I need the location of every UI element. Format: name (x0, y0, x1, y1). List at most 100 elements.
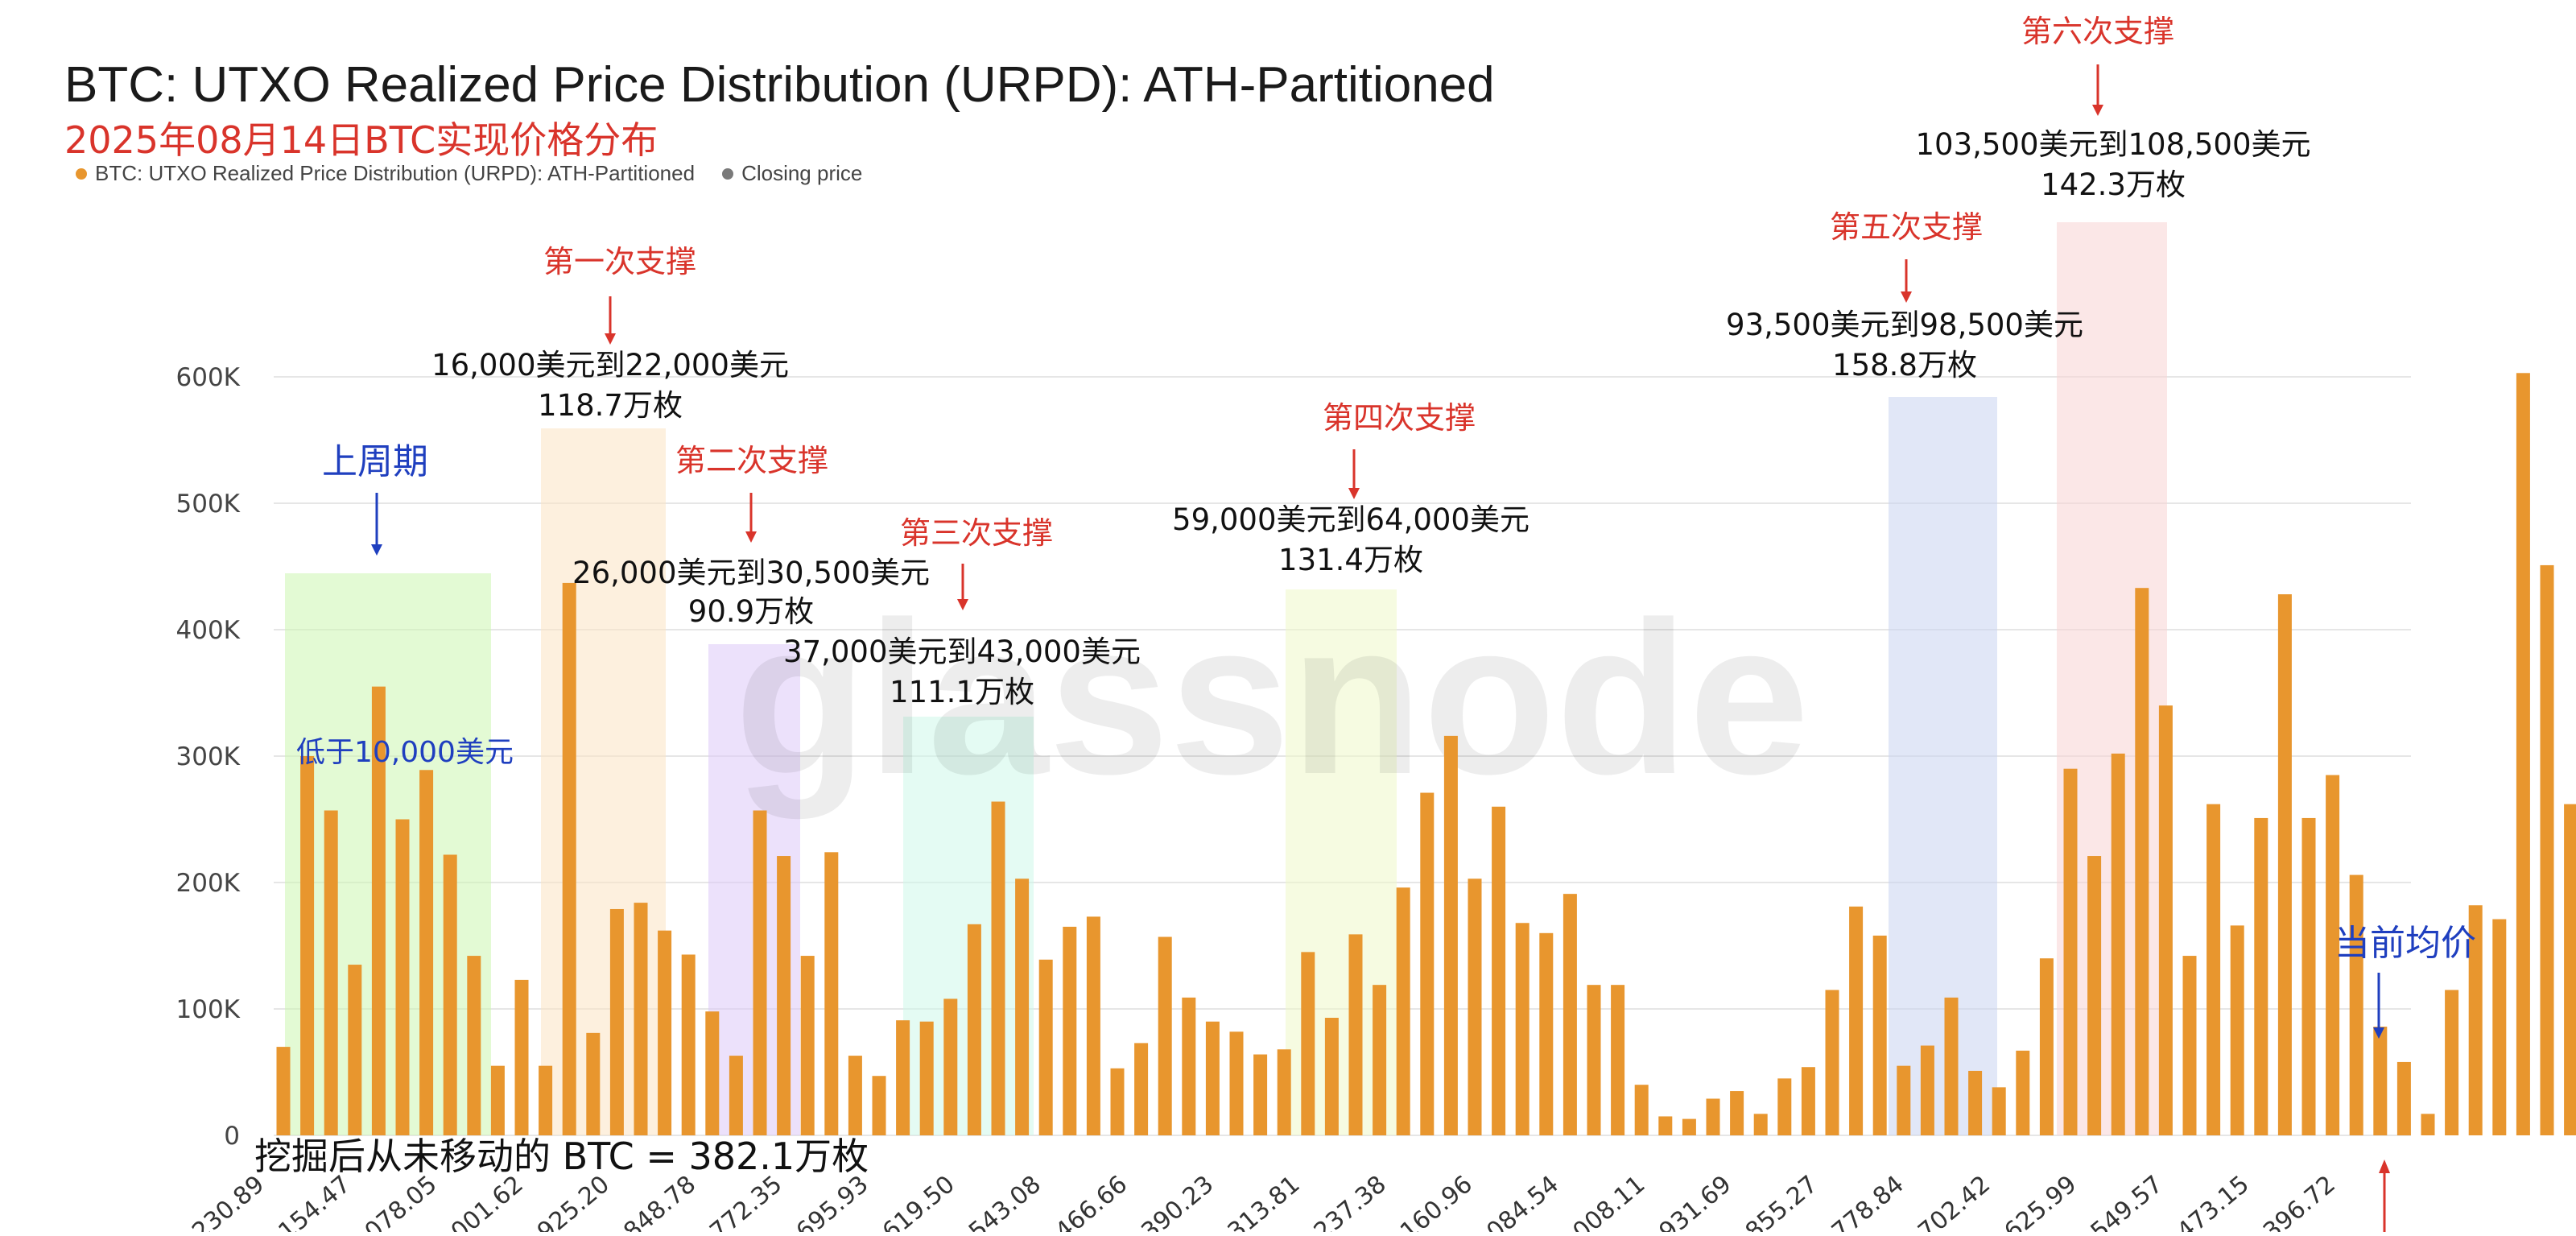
support-range-1: 16,000美元到22,000美元 (431, 348, 789, 382)
bar (348, 965, 361, 1135)
current-price-label: 当前均价 (2334, 923, 2476, 964)
bar (2445, 990, 2458, 1135)
bar (1992, 1087, 2006, 1135)
y-tick-label: 500K (176, 490, 241, 519)
bar (1253, 1055, 1267, 1135)
bar (943, 998, 957, 1135)
bar (1015, 878, 1029, 1135)
chart-title: BTC: UTXO Realized Price Distribution (U… (64, 56, 1495, 114)
x-tick-label: 4,473.15 (2154, 1170, 2255, 1232)
bar (1826, 990, 1839, 1135)
bar (992, 802, 1005, 1135)
bar (1397, 887, 1410, 1135)
bar (1707, 1098, 1720, 1135)
bar (444, 854, 457, 1135)
legend-swatch-closing-price (722, 168, 733, 180)
bar (896, 1020, 910, 1135)
bar (2350, 875, 2363, 1135)
x-tick-label: 5,543.08 (946, 1170, 1046, 1232)
support-amount-5: 158.8万枚 (1832, 348, 1977, 382)
bar (2492, 920, 2506, 1135)
bar (539, 1066, 552, 1135)
legend-label-closing-price: Closing price (741, 161, 862, 186)
bar (1039, 960, 1053, 1135)
bar (1325, 1018, 1339, 1135)
prev-cycle-arrow-head (371, 544, 382, 556)
support-amount-2: 90.9万枚 (688, 594, 814, 629)
legend-item-urpd[interactable]: BTC: UTXO Realized Price Distribution (U… (76, 161, 695, 186)
bar (1587, 985, 1601, 1135)
bar (873, 1076, 886, 1135)
bar (1087, 916, 1100, 1135)
bar (2135, 588, 2149, 1135)
bar (1897, 1066, 1910, 1135)
bar (634, 903, 648, 1135)
bar (1063, 927, 1076, 1135)
bar (1635, 1085, 1649, 1135)
support-arrow-4-head (1348, 488, 1360, 499)
bar (2421, 1114, 2435, 1135)
bar (1134, 1043, 1148, 1135)
bar (396, 820, 410, 1136)
y-tick-label: 400K (176, 616, 241, 645)
bar (610, 909, 624, 1135)
bar (1420, 793, 1434, 1135)
x-tick-label: 0,466.66 (1032, 1170, 1133, 1232)
bar (1111, 1069, 1125, 1135)
bar (682, 954, 696, 1135)
bar (2254, 818, 2268, 1135)
bar (2159, 705, 2173, 1135)
x-tick-label: 9,549.57 (2068, 1170, 2169, 1232)
support-amount-6: 142.3万枚 (2041, 167, 2186, 202)
support-label-3: 第三次支撑 (900, 515, 1053, 551)
support-amount-3: 111.1万枚 (890, 675, 1034, 709)
bar (1945, 998, 1959, 1135)
bar (1182, 998, 1195, 1135)
bar (2397, 1062, 2411, 1135)
support-zone-5 (1889, 397, 1997, 1135)
x-tick-label: 0,160.96 (1377, 1170, 1478, 1232)
bar (1754, 1114, 1768, 1135)
x-tick-label: 4,778.84 (1809, 1170, 1909, 1232)
y-tick-label: 100K (176, 995, 241, 1024)
y-tick-label: 600K (176, 363, 241, 392)
bar (1849, 907, 1863, 1135)
bar (1873, 936, 1887, 1135)
bar (2112, 754, 2125, 1135)
bar (2231, 925, 2244, 1135)
bar (968, 924, 981, 1135)
y-tick-label: 0 (224, 1122, 240, 1151)
bar (1373, 985, 1386, 1135)
bar (729, 1056, 743, 1135)
prev-cycle-note: 低于10,000美元 (296, 736, 514, 769)
x-tick-label: 5,084.54 (1463, 1170, 1564, 1232)
support-arrow-1-head (605, 333, 616, 345)
y-tick-label: 200K (176, 869, 241, 898)
support-label-6: 第六次支撑 (2021, 14, 2174, 49)
legend-item-closing-price[interactable]: Closing price (722, 161, 862, 186)
bar (1492, 807, 1505, 1135)
support-label-5: 第五次支撑 (1830, 209, 1983, 245)
bar (2541, 565, 2554, 1135)
x-tick-label: 5,390.23 (1119, 1170, 1220, 1232)
bar (1682, 1119, 1696, 1135)
bar (920, 1022, 934, 1135)
bar (277, 1047, 291, 1135)
bar (824, 852, 838, 1135)
bar (1539, 933, 1553, 1135)
zone-prev-cycle (285, 573, 491, 1135)
bar (1230, 1031, 1244, 1135)
support-amount-4: 131.4万枚 (1278, 543, 1423, 577)
bar (324, 811, 338, 1135)
x-tick-label: 4,931.69 (1637, 1170, 1737, 1232)
bar (2183, 956, 2197, 1135)
support-range-6: 103,500美元到108,500美元 (1915, 127, 2310, 162)
bar (1658, 1116, 1672, 1135)
bar (1444, 736, 1458, 1135)
bar (1563, 894, 1577, 1135)
bar (1611, 985, 1624, 1135)
x-tick-label: 0,008.11 (1550, 1170, 1651, 1232)
bar (1349, 934, 1363, 1135)
x-tick-label: 0,619.50 (860, 1170, 960, 1232)
